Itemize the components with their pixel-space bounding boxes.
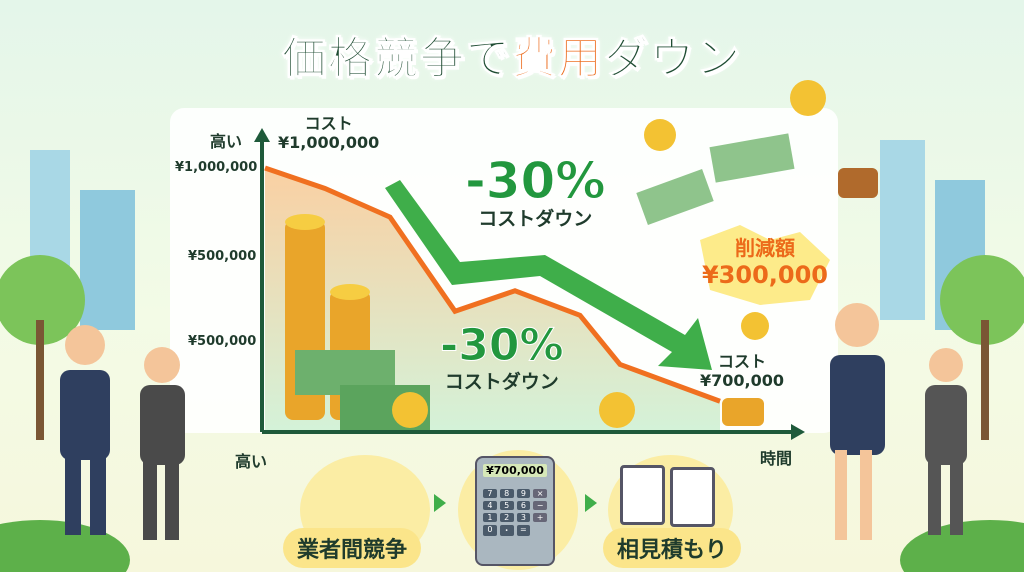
title-part: ダウン bbox=[604, 33, 742, 85]
treasure-chest-icon bbox=[838, 168, 878, 198]
calculator-key: 7 bbox=[483, 489, 497, 498]
yen-coin-icon bbox=[644, 119, 676, 151]
y-axis-arrow-icon bbox=[254, 128, 270, 142]
calculator-key: ・ bbox=[499, 525, 514, 536]
businesswoman-pointing bbox=[830, 303, 885, 540]
step-arrow-icon bbox=[585, 494, 597, 512]
callout-top: -30% コストダウン bbox=[464, 152, 606, 231]
cost-label: コスト bbox=[304, 114, 353, 133]
savings-callout: 削減額 ¥300,000 bbox=[700, 232, 830, 289]
yen-coin-icon bbox=[741, 312, 769, 340]
x-start-label: 高い bbox=[235, 452, 268, 471]
calculator-key: 4 bbox=[483, 501, 497, 510]
calculator-icon: ¥700,000 7 8 9 × 4 5 6− 1 2 3 +0 ・ = bbox=[475, 456, 555, 566]
start-cost-label: コスト ¥1,000,000 bbox=[278, 114, 379, 152]
calculator-key: 9 bbox=[516, 489, 531, 498]
calculator-key: 2 bbox=[499, 513, 514, 522]
calculator-key: = bbox=[516, 525, 531, 536]
title-highlight: 費用 bbox=[512, 33, 604, 85]
x-axis-label: 時間 bbox=[760, 449, 793, 468]
calculator-key: 6 bbox=[516, 501, 531, 510]
step-arrow-icon bbox=[434, 494, 446, 512]
y-tick: ¥500,000 bbox=[188, 334, 257, 349]
step-label: 相見積もり bbox=[603, 528, 742, 568]
calculator-key: 3 bbox=[516, 513, 531, 522]
step-label: 業者間競争 bbox=[283, 528, 422, 568]
title-part: 価格競争で bbox=[282, 33, 512, 85]
coin-stack-icon bbox=[722, 398, 764, 426]
banknote-icon bbox=[709, 133, 795, 183]
calculator-key: × bbox=[533, 489, 547, 498]
percent: -30% bbox=[464, 152, 606, 211]
cost-value: ¥700,000 bbox=[700, 371, 785, 390]
calculator-key: 1 bbox=[483, 513, 497, 522]
yen-coin-icon bbox=[392, 392, 428, 428]
calculator-key: 5 bbox=[499, 501, 514, 510]
yen-coin-icon bbox=[790, 80, 826, 116]
cost-value: ¥1,000,000 bbox=[278, 133, 380, 152]
calculator-key: − bbox=[533, 501, 547, 510]
savings-value: ¥300,000 bbox=[701, 261, 828, 289]
percent: -30% bbox=[440, 320, 565, 372]
end-cost-label: コスト ¥700,000 bbox=[700, 352, 784, 390]
callout-text: コストダウン bbox=[444, 371, 559, 393]
calculator-key: 0 bbox=[483, 525, 497, 536]
y-tick: ¥500,000 bbox=[188, 249, 257, 264]
down-arrow bbox=[385, 180, 712, 370]
calculator-display: ¥700,000 bbox=[483, 464, 547, 477]
cost-label: コスト bbox=[718, 352, 767, 371]
y-tick: ¥1,000,000 bbox=[175, 160, 258, 175]
calculator-key: 8 bbox=[499, 489, 514, 498]
callout-text: コストダウン bbox=[478, 208, 593, 230]
businessman-cheering bbox=[925, 348, 967, 535]
savings-label: 削減額 bbox=[735, 236, 795, 260]
businessman-cheering bbox=[140, 347, 185, 540]
calculator-key: + bbox=[533, 513, 547, 522]
callout-bottom: -30% コストダウン bbox=[440, 320, 565, 394]
y-axis-label: 高い bbox=[210, 132, 243, 151]
page-title: 価格競争で費用ダウン bbox=[0, 22, 1024, 86]
cost-line bbox=[264, 165, 721, 404]
savings-burst bbox=[700, 225, 830, 305]
yen-coin-icon bbox=[599, 392, 635, 428]
x-axis-arrow-icon bbox=[791, 424, 805, 440]
businessman-cheering bbox=[60, 325, 110, 535]
banknote-icon bbox=[636, 169, 714, 225]
